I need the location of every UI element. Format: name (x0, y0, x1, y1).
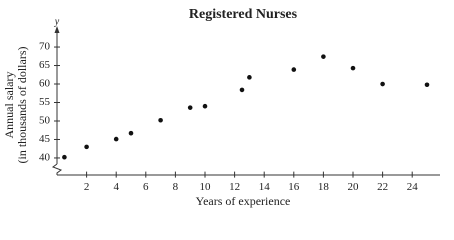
data-point (84, 144, 89, 150)
chart: Registered Nurses y Annual salary (in th… (2, 7, 440, 208)
data-point (128, 130, 134, 136)
data-point (187, 105, 193, 110)
x-tick-label: 24 (407, 181, 419, 193)
y-axis-letter: y (54, 16, 60, 27)
y-tick-label: 45 (39, 133, 51, 145)
data-point (113, 136, 119, 142)
x-tick-label: 16 (288, 181, 300, 193)
y-tick-label: 50 (39, 115, 51, 127)
x-tick-label: 12 (229, 181, 240, 193)
y-tick-label: 70 (39, 41, 51, 53)
axis-break (51, 163, 63, 175)
x-tick-label: 14 (259, 181, 271, 193)
x-tick-label: 20 (348, 181, 360, 193)
y-tick-label: 55 (39, 96, 51, 108)
x-axis-label: Years of experience (196, 194, 291, 208)
y-tick-label: 65 (39, 59, 51, 71)
page: {"chart_data": {"type": "scatter", "titl… (1, 7, 440, 208)
data-point (424, 82, 430, 88)
x-tick-label: 10 (200, 181, 212, 193)
data-point (291, 67, 297, 72)
data-point (380, 81, 385, 87)
x-tick-label: 4 (113, 181, 119, 193)
data-point (158, 117, 163, 123)
data-point (321, 54, 326, 59)
y-axis-arrow (54, 26, 60, 33)
y-tick-label: 60 (39, 78, 51, 90)
x-tick-label: 6 (143, 181, 149, 193)
data-point (62, 154, 67, 160)
x-tick-label: 18 (318, 181, 330, 193)
y-axis-label: (in thousands of dollars) (15, 47, 29, 164)
x-tick-label: 22 (377, 181, 388, 193)
data-point (239, 87, 245, 93)
x-tick-label: 8 (173, 181, 179, 193)
chart-title: Registered Nurses (189, 7, 298, 22)
y-tick-label: 40 (39, 151, 51, 163)
y-axis-label: Annual salary (2, 72, 16, 139)
data-point (202, 103, 208, 109)
data-point (247, 75, 252, 80)
data-point (350, 65, 356, 71)
x-tick-label: 2 (84, 181, 90, 193)
